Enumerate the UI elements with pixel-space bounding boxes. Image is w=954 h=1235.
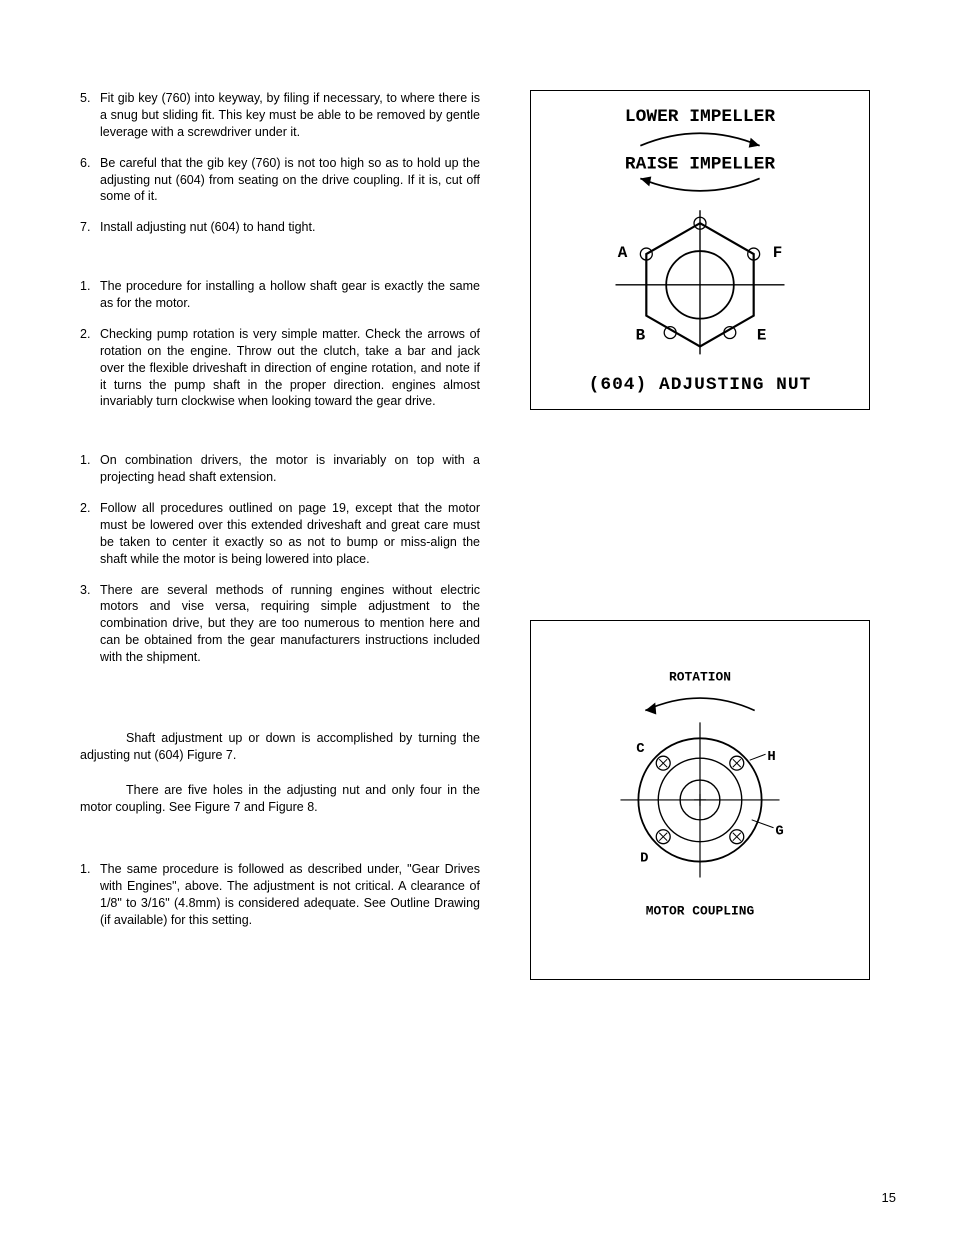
item-text: Checking pump rotation is very simple ma… — [100, 326, 480, 410]
list-item: 2.Follow all procedures outlined on page… — [80, 500, 480, 568]
item-text: There are several methods of running eng… — [100, 582, 480, 666]
list-item: 6.Be careful that the gib key (760) is n… — [80, 155, 480, 206]
item-text: Follow all procedures outlined on page 1… — [100, 500, 480, 568]
page-content: 5.Fit gib key (760) into keyway, by fili… — [80, 90, 896, 980]
label-g: G — [775, 824, 783, 840]
text-column: 5.Fit gib key (760) into keyway, by fili… — [80, 90, 480, 980]
adjusting-nut-diagram: LOWER IMPELLER RAISE IMPELLER — [531, 91, 869, 409]
item-text: On combination drivers, the motor is inv… — [100, 452, 480, 486]
figure-column: LOWER IMPELLER RAISE IMPELLER — [520, 90, 880, 980]
motor-coupling-diagram: ROTATION — [531, 621, 869, 979]
instruction-list-d: 1.The same procedure is followed as desc… — [80, 861, 480, 929]
item-text: The same procedure is followed as descri… — [100, 861, 480, 929]
item-number: 3. — [80, 582, 100, 666]
item-number: 5. — [80, 90, 100, 141]
list-item: 1.On combination drivers, the motor is i… — [80, 452, 480, 486]
label-b: B — [636, 327, 646, 345]
page-number: 15 — [882, 1190, 896, 1205]
fig8-title: ROTATION — [669, 670, 731, 685]
fig7-title1: LOWER IMPELLER — [625, 107, 775, 127]
list-item: 1.The procedure for installing a hollow … — [80, 278, 480, 312]
paragraph: There are five holes in the adjusting nu… — [80, 782, 480, 816]
list-item: 7.Install adjusting nut (604) to hand ti… — [80, 219, 480, 236]
item-text: Fit gib key (760) into keyway, by filing… — [100, 90, 480, 141]
list-item: 5.Fit gib key (760) into keyway, by fili… — [80, 90, 480, 141]
item-text: The procedure for installing a hollow sh… — [100, 278, 480, 312]
item-number: 2. — [80, 326, 100, 410]
item-number: 7. — [80, 219, 100, 236]
figure-7: LOWER IMPELLER RAISE IMPELLER — [530, 90, 870, 410]
label-e: E — [757, 327, 767, 345]
item-number: 2. — [80, 500, 100, 568]
item-number: 1. — [80, 278, 100, 312]
label-d: D — [640, 851, 648, 867]
instruction-list-a: 5.Fit gib key (760) into keyway, by fili… — [80, 90, 480, 236]
fig7-caption: (604) ADJUSTING NUT — [589, 375, 812, 395]
paragraph: Shaft adjustment up or down is accomplis… — [80, 730, 480, 764]
item-number: 1. — [80, 861, 100, 929]
label-a: A — [618, 244, 628, 262]
list-item: 2.Checking pump rotation is very simple … — [80, 326, 480, 410]
label-f: F — [773, 244, 783, 262]
label-c: C — [636, 741, 644, 757]
item-text: Install adjusting nut (604) to hand tigh… — [100, 219, 480, 236]
fig8-caption: MOTOR COUPLING — [646, 903, 755, 918]
item-text: Be careful that the gib key (760) is not… — [100, 155, 480, 206]
instruction-list-b: 1.The procedure for installing a hollow … — [80, 278, 480, 410]
label-h: H — [767, 749, 775, 765]
figure-8: ROTATION — [530, 620, 870, 980]
item-number: 6. — [80, 155, 100, 206]
instruction-list-c: 1.On combination drivers, the motor is i… — [80, 452, 480, 666]
item-number: 1. — [80, 452, 100, 486]
fig7-title2: RAISE IMPELLER — [625, 155, 775, 175]
list-item: 1.The same procedure is followed as desc… — [80, 861, 480, 929]
list-item: 3.There are several methods of running e… — [80, 582, 480, 666]
